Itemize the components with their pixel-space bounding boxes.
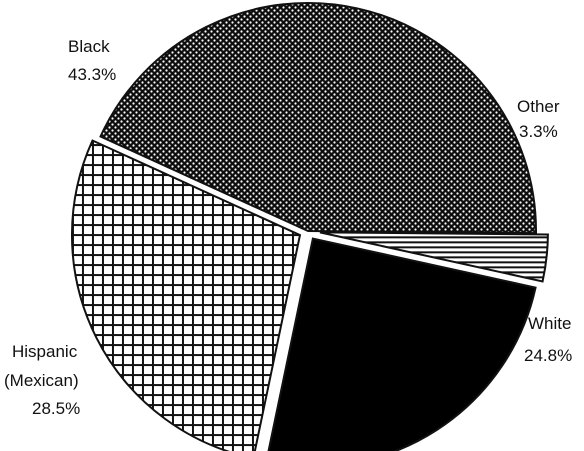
pie-slice-other [319,231,549,283]
slice-label-black: Black [68,37,110,56]
pie-slice-black [99,2,537,235]
slice-value-black: 43.3% [68,65,116,84]
slice-label-other: Other [517,97,560,116]
slice-label-white: White [528,314,571,333]
pie-slice-white [267,237,537,451]
slice-label-hispanic-line2: (Mexican) [4,371,79,390]
slice-value-white: 24.8% [524,346,572,365]
slice-value-hispanic: 28.5% [32,399,80,418]
pie-slice-hispanic [70,139,302,451]
slice-label-hispanic-line1: Hispanic [12,342,78,361]
slice-value-other: 3.3% [519,122,558,141]
